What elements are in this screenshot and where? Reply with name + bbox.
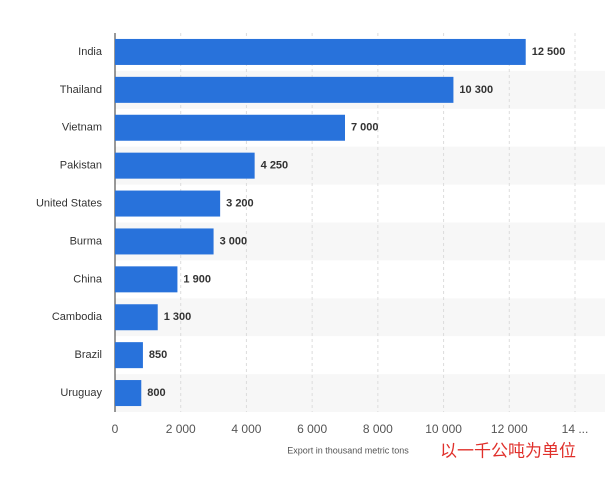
y-tick-label: China [73,273,103,285]
bar [115,266,178,293]
y-tick-label: Pakistan [60,160,102,172]
data-label: 850 [149,349,167,361]
x-tick-label: 2 000 [166,422,196,436]
x-tick-label: 0 [112,422,119,436]
y-tick-label: United States [36,197,103,209]
data-label: 1 900 [183,273,211,285]
x-tick-label: 12 000 [491,422,528,436]
y-tick-label: Brazil [74,349,102,361]
x-tick-label: 6 000 [297,422,327,436]
bar [115,304,158,331]
data-label: 3 200 [226,197,254,209]
annotation: 以一千公吨为单位 [440,441,576,460]
y-tick-label: Thailand [60,84,102,96]
row-band [115,374,605,412]
bar [115,190,221,217]
bar [115,152,255,179]
y-tick-label: India [78,46,103,58]
bar [115,114,345,141]
data-label: 800 [147,387,165,399]
data-label: 1 300 [164,311,192,323]
bar [115,76,454,103]
bar [115,228,214,255]
y-tick-label: Vietnam [62,122,102,134]
row-band [115,298,605,337]
data-label: 4 250 [261,160,289,172]
y-tick-label: Burma [70,235,103,247]
x-tick-label: 8 000 [363,422,393,436]
bar [115,38,526,65]
bar [115,380,142,407]
y-tick-label: Cambodia [52,311,103,323]
data-label: 10 300 [459,84,493,96]
x-tick-label: 14 ... [562,422,589,436]
data-label: 12 500 [532,46,566,58]
x-axis-label: Export in thousand metric tons [287,445,409,455]
x-tick-label: 4 000 [231,422,261,436]
y-tick-label: Uruguay [60,387,102,399]
bar [115,342,143,369]
x-tick-label: 10 000 [425,422,462,436]
data-label: 7 000 [351,122,379,134]
data-label: 3 000 [220,235,248,247]
